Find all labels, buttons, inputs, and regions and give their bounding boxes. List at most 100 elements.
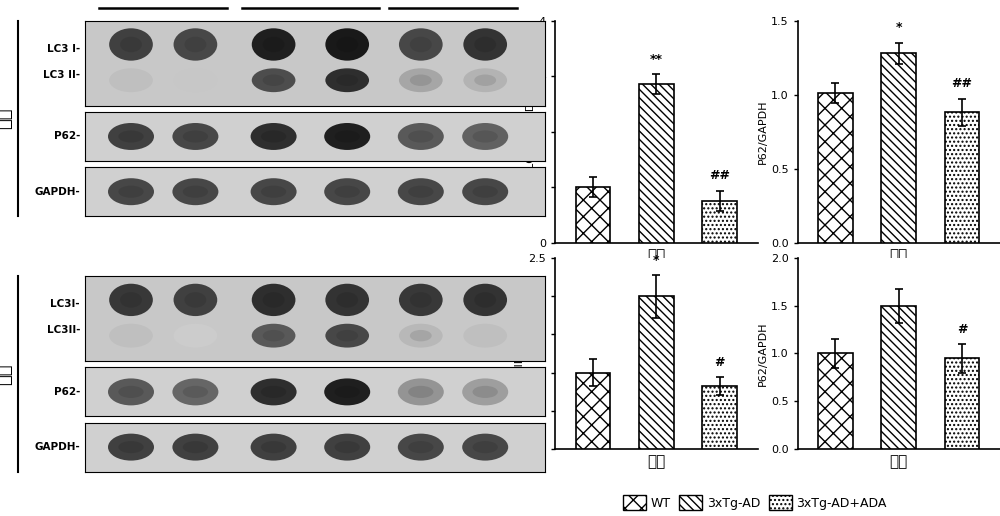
X-axis label: 皮层: 皮层 xyxy=(890,455,908,470)
Text: LC3II-: LC3II- xyxy=(46,325,80,335)
Bar xyxy=(945,358,979,449)
Bar xyxy=(639,85,674,243)
Ellipse shape xyxy=(109,28,153,61)
Ellipse shape xyxy=(410,74,432,86)
Ellipse shape xyxy=(462,123,508,150)
Ellipse shape xyxy=(251,178,297,205)
Ellipse shape xyxy=(399,28,443,61)
Ellipse shape xyxy=(410,37,432,52)
Ellipse shape xyxy=(325,68,369,92)
X-axis label: 海马: 海马 xyxy=(647,248,665,263)
Ellipse shape xyxy=(172,178,218,205)
Ellipse shape xyxy=(463,284,507,316)
Ellipse shape xyxy=(473,386,498,398)
Text: LC3I-: LC3I- xyxy=(50,299,80,309)
Ellipse shape xyxy=(183,131,208,142)
Bar xyxy=(945,112,979,243)
Ellipse shape xyxy=(398,433,444,461)
Ellipse shape xyxy=(109,324,153,348)
Bar xyxy=(818,353,853,449)
Ellipse shape xyxy=(261,131,286,142)
Ellipse shape xyxy=(474,292,496,308)
Y-axis label: LC3 II/GAPDH: LC3 II/GAPDH xyxy=(515,316,525,391)
Ellipse shape xyxy=(324,433,370,461)
Ellipse shape xyxy=(263,37,285,52)
Ellipse shape xyxy=(109,284,153,316)
Ellipse shape xyxy=(252,68,295,92)
Ellipse shape xyxy=(324,178,370,205)
Text: LC3 I-: LC3 I- xyxy=(47,44,80,54)
Ellipse shape xyxy=(408,386,433,398)
Text: 皮层: 皮层 xyxy=(0,363,13,384)
Ellipse shape xyxy=(473,131,498,142)
Y-axis label: P62/GAPDH: P62/GAPDH xyxy=(758,100,768,164)
Ellipse shape xyxy=(174,324,217,348)
Ellipse shape xyxy=(252,324,295,348)
Ellipse shape xyxy=(183,186,208,198)
Ellipse shape xyxy=(336,37,358,52)
Legend: WT, 3xTg-AD, 3xTg-AD+ADA: WT, 3xTg-AD, 3xTg-AD+ADA xyxy=(623,495,887,510)
Bar xyxy=(576,187,610,243)
Ellipse shape xyxy=(118,386,144,398)
Text: **: ** xyxy=(650,53,663,66)
Text: GAPDH-: GAPDH- xyxy=(34,187,80,197)
X-axis label: 海马: 海马 xyxy=(890,248,908,263)
Ellipse shape xyxy=(108,123,154,150)
Bar xyxy=(702,386,737,449)
Ellipse shape xyxy=(335,386,360,398)
Ellipse shape xyxy=(410,330,432,342)
Text: *: * xyxy=(653,254,660,267)
Ellipse shape xyxy=(410,292,432,308)
Y-axis label: P62/GAPDH: P62/GAPDH xyxy=(758,321,768,385)
Ellipse shape xyxy=(261,186,286,198)
Ellipse shape xyxy=(172,378,218,406)
Ellipse shape xyxy=(251,378,297,406)
Text: LC3 II-: LC3 II- xyxy=(43,70,80,79)
Ellipse shape xyxy=(325,284,369,316)
Ellipse shape xyxy=(183,441,208,453)
Bar xyxy=(639,296,674,449)
Text: *: * xyxy=(896,21,902,34)
Ellipse shape xyxy=(251,433,297,461)
Ellipse shape xyxy=(463,28,507,61)
Ellipse shape xyxy=(462,433,508,461)
Text: ##: ## xyxy=(709,169,730,182)
Ellipse shape xyxy=(408,131,433,142)
Bar xyxy=(702,201,737,243)
Ellipse shape xyxy=(252,28,295,61)
Text: P62-: P62- xyxy=(54,132,80,141)
Ellipse shape xyxy=(324,378,370,406)
Bar xyxy=(881,53,916,243)
Ellipse shape xyxy=(325,324,369,348)
Ellipse shape xyxy=(118,186,144,198)
Ellipse shape xyxy=(108,178,154,205)
Ellipse shape xyxy=(108,433,154,461)
X-axis label: 皮层: 皮层 xyxy=(647,455,665,470)
Ellipse shape xyxy=(324,123,370,150)
Ellipse shape xyxy=(462,378,508,406)
Text: 海马: 海马 xyxy=(0,108,13,129)
Ellipse shape xyxy=(174,68,217,92)
Ellipse shape xyxy=(118,441,144,453)
Ellipse shape xyxy=(251,123,297,150)
Ellipse shape xyxy=(335,131,360,142)
Ellipse shape xyxy=(335,441,360,453)
Ellipse shape xyxy=(408,186,433,198)
Ellipse shape xyxy=(473,441,498,453)
Ellipse shape xyxy=(398,378,444,406)
Ellipse shape xyxy=(118,131,144,142)
Ellipse shape xyxy=(399,284,443,316)
Ellipse shape xyxy=(108,378,154,406)
Ellipse shape xyxy=(399,68,443,92)
Ellipse shape xyxy=(252,284,295,316)
Ellipse shape xyxy=(463,68,507,92)
Ellipse shape xyxy=(335,186,360,198)
Ellipse shape xyxy=(474,74,496,86)
Ellipse shape xyxy=(408,441,433,453)
Ellipse shape xyxy=(263,292,285,308)
Ellipse shape xyxy=(172,433,218,461)
Text: #: # xyxy=(957,324,967,336)
Y-axis label: LC3 II/GAPDH: LC3 II/GAPDH xyxy=(526,94,536,169)
Ellipse shape xyxy=(399,324,443,348)
Ellipse shape xyxy=(183,386,208,398)
